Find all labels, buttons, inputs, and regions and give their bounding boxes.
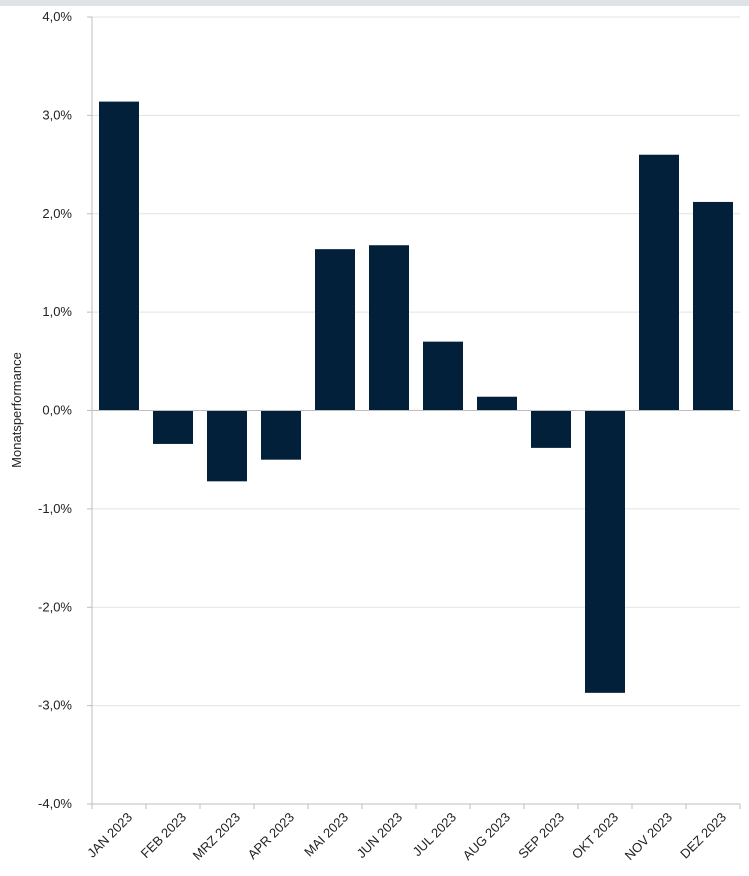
top-band: [0, 0, 749, 6]
grid-lines: [92, 16, 740, 707]
x-tick-label: JAN 2023: [84, 810, 135, 861]
y-tick-label: -4,0%: [38, 796, 72, 811]
y-tick-label: 4,0%: [42, 9, 72, 24]
x-tick-label: JUL 2023: [410, 810, 460, 860]
bar: [531, 410, 571, 448]
y-tick-label: 3,0%: [42, 107, 72, 122]
bar: [261, 410, 301, 460]
x-tick-label: DEZ 2023: [677, 810, 729, 862]
x-tick-labels: JAN 2023 FEB 2023 MRZ 2023 APR 2023 MAI 2023…: [84, 810, 729, 864]
y-tick-label: 1,0%: [42, 304, 72, 319]
axes: [87, 16, 741, 809]
x-tick-label: MRZ 2023: [190, 810, 244, 864]
bar: [639, 154, 679, 411]
bar: [693, 201, 733, 411]
bar: [153, 410, 193, 444]
x-tick-label: FEB 2023: [138, 810, 189, 861]
x-tick-label: AUG 2023: [460, 810, 514, 864]
bar: [585, 410, 625, 693]
bar: [99, 101, 139, 411]
y-tick-label: 2,0%: [42, 206, 72, 221]
x-tick-label: JUN 2023: [354, 810, 405, 861]
bar: [477, 396, 517, 411]
bar: [315, 249, 355, 411]
bars: [99, 101, 733, 693]
y-tick-label: -3,0%: [38, 698, 72, 713]
x-tick-label: SEP 2023: [515, 810, 567, 862]
bar: [369, 245, 409, 411]
x-tick-label: APR 2023: [245, 810, 298, 863]
y-tick-label: -2,0%: [38, 599, 72, 614]
x-tick-label: NOV 2023: [622, 810, 676, 864]
y-tick-label: 0,0%: [42, 403, 72, 418]
bar: [423, 341, 463, 411]
x-tick-label: MAI 2023: [301, 810, 351, 860]
y-axis-label: Monatsperformance: [9, 352, 24, 468]
bar: [207, 410, 247, 482]
y-tick-labels: 4,0% 3,0% 2,0% 1,0% 0,0% -1,0% -2,0% -3,0% -4,0%: [38, 9, 72, 811]
y-tick-label: -1,0%: [38, 501, 72, 516]
x-tick-label: OKT 2023: [569, 810, 621, 862]
